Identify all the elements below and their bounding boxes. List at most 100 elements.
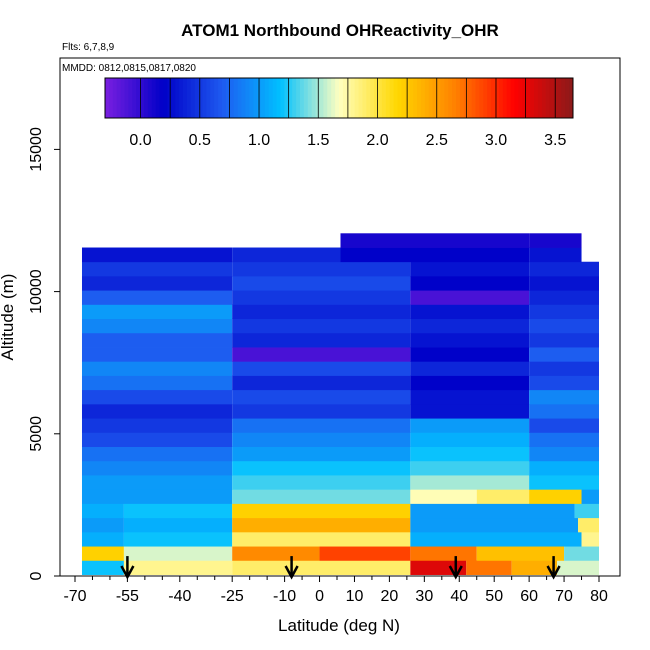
heatmap-cell [81,318,233,334]
heatmap-cell [410,432,530,447]
x-tick-label: 80 [590,588,608,605]
colorbar-swatch [175,78,180,118]
colorbar-swatch [420,78,426,118]
colorbar-swatch [241,78,246,118]
dates-subtitle: MMDD: 0812,0815,0817,0820 [62,63,196,74]
heatmap-cell [81,432,233,447]
heatmap-cell [564,546,599,561]
colorbar-swatch [432,78,437,118]
heatmap-cell [511,560,558,575]
colorbar-swatch [397,78,402,118]
colorbar-swatch [233,78,239,118]
colorbar-swatch [381,78,387,118]
colorbar-swatch [300,78,305,118]
colorbar-swatch [120,78,125,118]
heatmap-cell [232,446,411,462]
colorbar-swatch [288,78,293,118]
x-tick-label: 70 [555,588,573,605]
heatmap-cell [123,546,233,561]
heatmap-cell [466,560,512,575]
heatmap-cell [410,389,530,405]
colorbar-swatch [557,78,562,118]
colorbar-swatch [456,78,461,118]
colorbar-swatch [245,78,250,118]
colorbar-swatch [413,78,418,118]
heatmap-cell [529,446,599,462]
x-tick-label: 0 [315,588,324,605]
x-tick-label: -70 [63,588,86,605]
colorbar-swatch [401,78,406,118]
heatmap-cell [232,361,411,376]
heatmap-cell [340,247,530,263]
heatmap-cell [81,503,124,519]
colorbar-swatch [202,78,207,118]
x-tick-label: -25 [221,588,244,605]
heatmap-cell [232,275,411,291]
colorbar-swatch [261,78,266,118]
colorbar-swatch [144,78,149,118]
colorbar-tick-label: 2.5 [426,132,448,149]
colorbar-swatch [467,78,473,118]
colorbar-frame [104,77,574,119]
colorbar-swatch [186,78,192,118]
colorbar-swatch [194,78,200,118]
heatmap-cell [81,361,233,376]
heatmap-cell [578,517,599,533]
colorbar-swatch [534,78,539,118]
colorbar-swatch [190,78,196,118]
heatmap-cell [410,446,530,462]
heatmap-cell [574,503,599,519]
colorbar-swatch [409,78,414,118]
heatmap-cell [410,290,530,305]
colorbar-swatch [498,78,504,118]
heatmap-cell [81,475,233,490]
colorbar-swatch [561,78,566,118]
heatmap-cell [232,475,411,490]
colorbar-swatch [537,78,543,118]
colorbar-swatch [370,78,375,118]
heatmap-cell [81,290,233,305]
colorbar-swatch [155,78,161,118]
colorbar-swatch [136,78,141,118]
colorbar-swatch [483,78,488,118]
heatmap-cell [81,460,233,476]
colorbar-swatch [471,78,476,118]
colorbar-swatch [128,78,133,118]
heatmap-cell [232,560,411,575]
heatmap-cell [410,418,530,433]
heatmap-cell [81,389,233,405]
arrow-head [284,565,299,580]
heatmap-cell [232,290,411,305]
heatmap-cell [232,347,411,362]
colorbar-swatch [276,78,281,118]
colorbar-swatch [210,78,215,118]
colorbar-swatch [151,78,157,118]
colorbar-swatch [354,78,359,118]
colorbar-swatch [284,78,289,118]
colorbar-swatch [179,78,184,118]
colorbar-swatch [214,78,219,118]
heatmap-cell [232,432,411,447]
heatmap-cell [340,233,530,248]
colorbar-swatch [335,78,340,118]
colorbar-swatch [569,78,574,118]
x-axis: -70 -55 -40 -25 -10 0 10 20 30 40 50 60 70 80 [63,576,608,605]
heatmap-cell [529,418,599,433]
colorbar: 0.0 0.5 1.0 1.5 2.0 2.5 3.0 3.5 [104,77,574,149]
colorbar-swatch [475,78,480,118]
colorbar-swatch [311,78,317,118]
heatmap-cell [81,247,233,263]
heatmap-cell [410,489,477,504]
heatmap-cell [529,304,599,320]
colorbar-swatch [296,78,301,118]
heatmap-cell [410,503,575,519]
colorbar-tick-label: 1.5 [307,132,329,149]
heatmap-cell [81,560,124,575]
y-tick-label: 10000 [28,269,45,314]
colorbar-tick-label: 2.0 [366,132,388,149]
colorbar-swatch [140,78,145,118]
colorbar-swatch [331,78,336,118]
arrow-markers [120,556,561,580]
colorbar-swatch [105,78,110,118]
